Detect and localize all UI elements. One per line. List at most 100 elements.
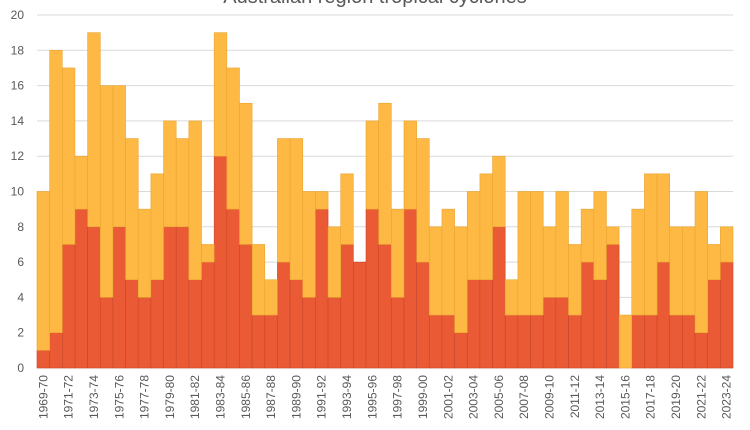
- y-tick-label: 14: [11, 114, 25, 128]
- bar-segment: [315, 191, 329, 210]
- y-tick-label: 6: [17, 255, 24, 269]
- x-tick-label: 1969-70: [36, 375, 50, 419]
- bar-segment: [213, 32, 228, 157]
- bar-segment: [201, 261, 215, 369]
- bar-segment: [137, 208, 152, 298]
- bar-segment: [239, 102, 253, 245]
- bar-segment: [416, 261, 430, 369]
- bar-segment: [175, 226, 190, 369]
- bar-segment: [669, 226, 683, 316]
- bar-segment: [289, 279, 304, 369]
- bar-segment: [580, 208, 595, 263]
- bar-segment: [606, 244, 620, 369]
- bar-segment: [568, 244, 582, 316]
- bar-segment: [87, 32, 101, 228]
- bar-segment: [391, 208, 405, 298]
- x-tick-label: 2017-18: [644, 375, 658, 419]
- bar-segment: [327, 297, 342, 369]
- bar-segment: [530, 191, 544, 316]
- bar-segment: [378, 102, 392, 245]
- bar-segment: [175, 138, 190, 228]
- bar-segment: [49, 49, 63, 333]
- y-tick-label: 0: [17, 361, 24, 375]
- bar-segment: [378, 244, 392, 369]
- bar-segment: [62, 67, 76, 245]
- bar-segment: [428, 314, 443, 369]
- bar-segment: [264, 279, 278, 316]
- bar-segment: [150, 173, 164, 281]
- bar-segment: [315, 208, 329, 369]
- bar-segment: [150, 279, 164, 369]
- bar-segment: [492, 226, 506, 369]
- bar-segment: [340, 244, 354, 369]
- x-tick-label: 2021-22: [694, 375, 708, 419]
- bar-segment: [454, 332, 468, 369]
- bar-segment: [517, 191, 531, 316]
- x-tick-label: 1987-88: [264, 375, 278, 419]
- bar-segment: [517, 314, 531, 369]
- bar-segment: [428, 226, 443, 316]
- bar-segment: [682, 314, 696, 369]
- bar-segment: [302, 297, 316, 369]
- bar-segment: [112, 85, 126, 228]
- bar-segment: [441, 314, 455, 369]
- x-tick-label: 2003-04: [467, 375, 481, 419]
- x-tick-label: 1977-78: [138, 375, 152, 419]
- bar-segment: [302, 191, 316, 298]
- x-tick-label: 1995-96: [365, 375, 379, 419]
- bar-segment: [580, 261, 595, 369]
- bar-segment: [644, 314, 658, 369]
- bar-segment: [74, 208, 88, 369]
- x-tick-label: 2013-14: [593, 375, 607, 419]
- bar-segment: [87, 226, 101, 369]
- bar-segment: [99, 85, 114, 298]
- x-tick-label: 1985-86: [239, 375, 253, 419]
- bar-segment: [137, 297, 152, 369]
- x-tick-label: 1973-74: [87, 375, 101, 419]
- bar-segment: [365, 120, 379, 210]
- x-tick-label: 2009-10: [543, 375, 557, 419]
- y-tick-label: 20: [11, 8, 25, 22]
- bar-segment: [694, 191, 708, 333]
- x-tick-label: 1981-82: [188, 375, 202, 419]
- bar-segment: [466, 191, 481, 281]
- bar-segment: [720, 261, 734, 369]
- y-tick-label: 8: [17, 220, 24, 234]
- bar-segment: [479, 173, 493, 281]
- x-tick-label: 2001-02: [441, 375, 455, 419]
- x-tick-label: 2005-06: [492, 375, 506, 419]
- y-tick-label: 2: [17, 326, 24, 340]
- bar-segment: [492, 155, 506, 228]
- bar-segment: [707, 279, 721, 369]
- bar-segment: [125, 279, 139, 369]
- bar-segment: [682, 226, 696, 316]
- y-tick-label: 10: [11, 185, 25, 199]
- chart-title: Australian region tropical cyclones: [223, 0, 527, 8]
- bar-segment: [49, 332, 63, 369]
- bar-segment: [403, 120, 417, 210]
- bar-segment: [99, 297, 114, 369]
- bar-segment: [365, 208, 379, 369]
- bar-segment: [277, 261, 291, 369]
- bar-segment: [327, 226, 342, 298]
- bar-segment: [479, 279, 493, 369]
- bar-segment: [593, 191, 607, 281]
- x-tick-label: 2019-20: [669, 375, 683, 419]
- bar-segment: [669, 314, 683, 369]
- x-tick-label: 1997-98: [391, 375, 405, 419]
- bar-segment: [188, 279, 202, 369]
- bar-segment: [593, 279, 607, 369]
- bar-segment: [555, 191, 569, 298]
- bar-segment: [707, 244, 721, 281]
- x-tick-label: 1993-94: [340, 375, 354, 419]
- bar-segment: [416, 138, 430, 263]
- x-tick-label: 1999-00: [416, 375, 430, 419]
- bar-segment: [391, 297, 405, 369]
- bar-segment: [112, 226, 126, 369]
- x-tick-label: 1975-76: [112, 375, 126, 419]
- bar-segment: [163, 226, 177, 369]
- bar-segment: [340, 173, 354, 245]
- x-tick-label: 1979-80: [163, 375, 177, 419]
- bar-segment: [466, 279, 481, 369]
